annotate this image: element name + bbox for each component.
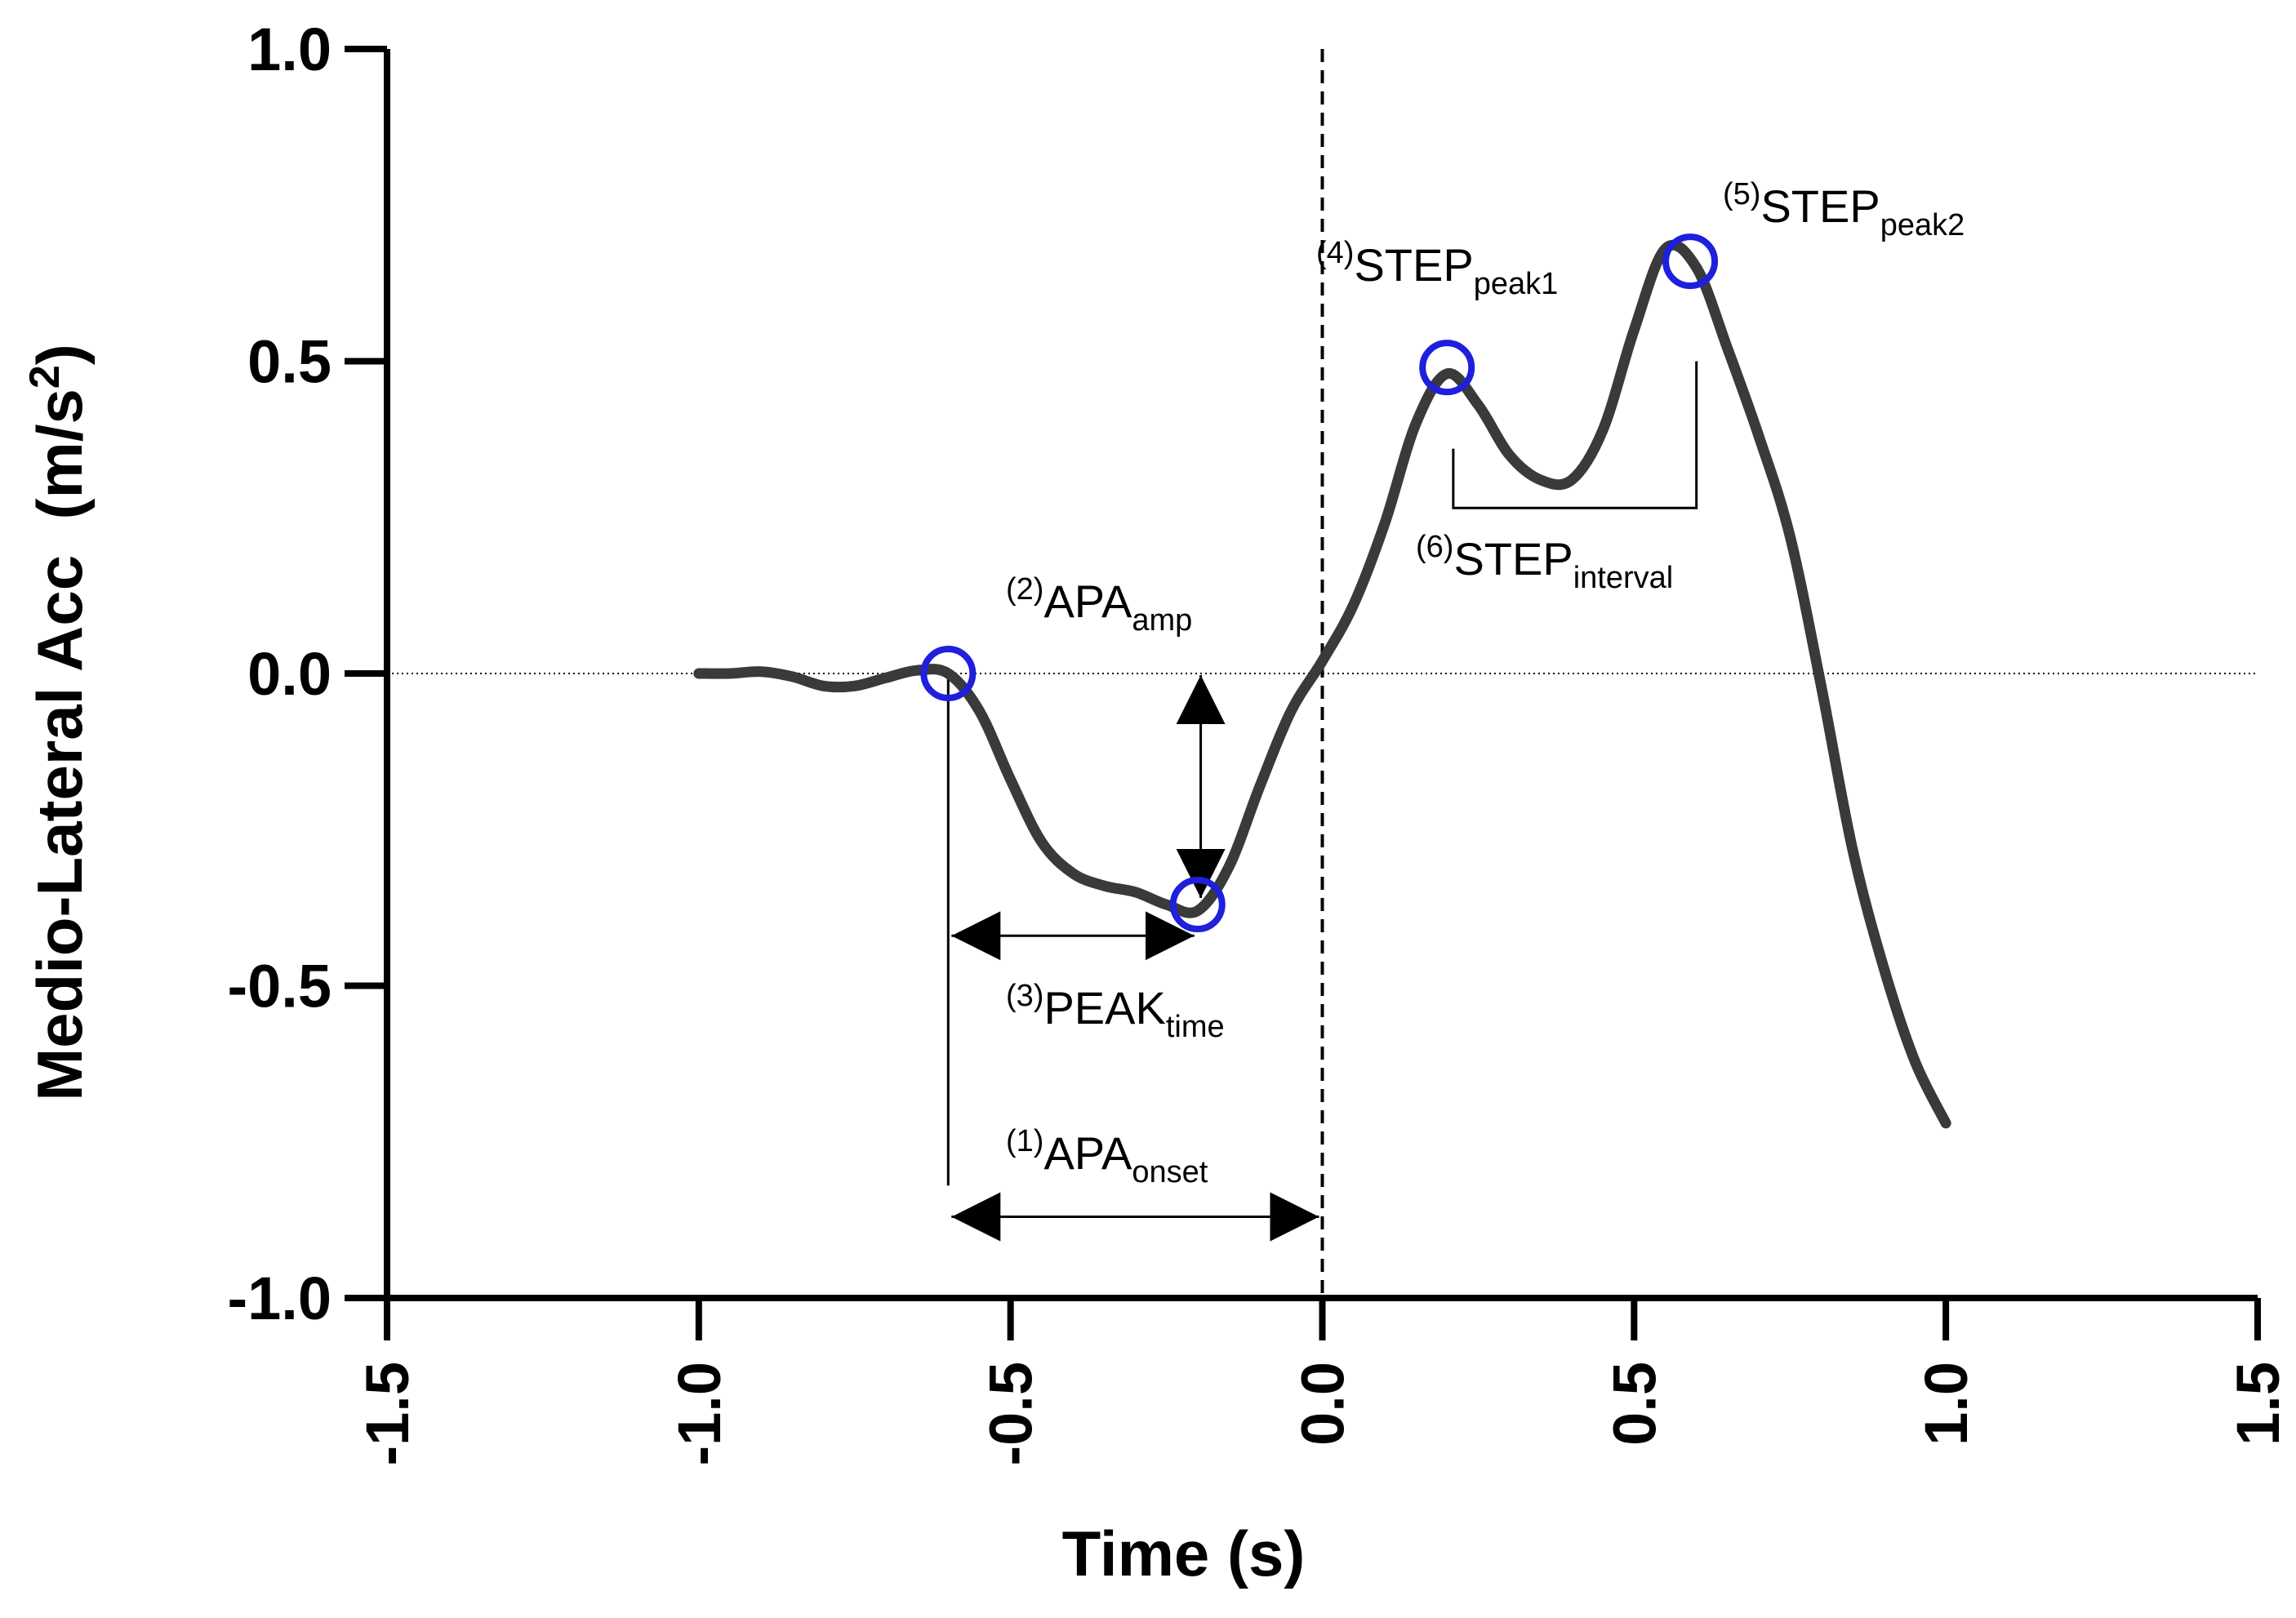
x-tick-label: 1.0 xyxy=(1912,1362,1980,1446)
y-tick-label: -0.5 xyxy=(227,953,331,1020)
annotation-index: (3) xyxy=(1006,979,1043,1013)
annotation-main: STEP xyxy=(1354,239,1473,291)
annotation-peak-time: (3)PEAKtime xyxy=(1006,979,1225,1044)
annotation-main: PEAK xyxy=(1043,982,1165,1033)
annotation-sub: onset xyxy=(1132,1155,1208,1189)
annotation-sub: peak2 xyxy=(1880,208,1965,242)
annotation-main: APA xyxy=(1043,1127,1132,1179)
marker-circle-2 xyxy=(1419,340,1475,396)
x-tick-label: 1.5 xyxy=(2224,1362,2292,1446)
annotation-index: (4) xyxy=(1316,236,1354,270)
annotation-step-interval: (6)STEPinterval xyxy=(1416,530,1673,595)
x-tick-label: -1.5 xyxy=(354,1362,421,1466)
annotation-sub: peak1 xyxy=(1474,267,1559,301)
y-axis-title-space xyxy=(24,520,96,555)
x-tick-label: 0.0 xyxy=(1289,1362,1357,1446)
x-tick-label: 0.5 xyxy=(1600,1362,1668,1446)
y-tick-label: 0.0 xyxy=(247,640,331,708)
annotation-main: STEP xyxy=(1453,533,1573,585)
x-axis-title: Time (s) xyxy=(1062,1518,1306,1589)
marker-circle-0 xyxy=(920,646,977,701)
y-axis-title-units-exp: 2 xyxy=(21,365,69,389)
marker-circle-1 xyxy=(1169,877,1226,933)
y-axis-title-units-suffix: ) xyxy=(24,344,96,365)
y-axis-title-main: Medio-Lateral Acc xyxy=(24,555,96,1101)
y-tick-label: -1.0 xyxy=(227,1265,331,1332)
y-axis-title-units-prefix: (m/s xyxy=(24,389,96,519)
annotation-index: (1) xyxy=(1006,1124,1043,1158)
annotation-sub: interval xyxy=(1573,561,1674,595)
annotation-apa-onset: (1)APAonset xyxy=(1006,1124,1208,1189)
annotation-step-peak1: (4)STEPpeak1 xyxy=(1316,236,1558,301)
annotation-main: APA xyxy=(1043,576,1132,627)
annotation-main: STEP xyxy=(1760,180,1880,232)
x-tick-label: -1.0 xyxy=(665,1362,733,1466)
step-interval-bracket xyxy=(1452,361,1698,509)
annotation-sub: amp xyxy=(1132,603,1192,638)
annotation-step-peak2: (5)STEPpeak2 xyxy=(1723,177,1965,242)
series-line-0 xyxy=(693,239,1951,1129)
annotation-sub: time xyxy=(1166,1010,1225,1044)
annotation-index: (6) xyxy=(1416,530,1453,564)
annotation-index: (5) xyxy=(1723,177,1760,211)
annotation-index: (2) xyxy=(1006,572,1043,607)
annotation-apa-amp: (2)APAamp xyxy=(1006,572,1192,638)
marker-circle-3 xyxy=(1662,233,1719,290)
x-tick-label: -0.5 xyxy=(977,1362,1045,1466)
y-tick-label: 0.5 xyxy=(247,328,331,396)
y-tick-label: 1.0 xyxy=(247,16,331,83)
y-axis-title: Medio-Lateral Acc (m/s2) xyxy=(21,344,96,1101)
